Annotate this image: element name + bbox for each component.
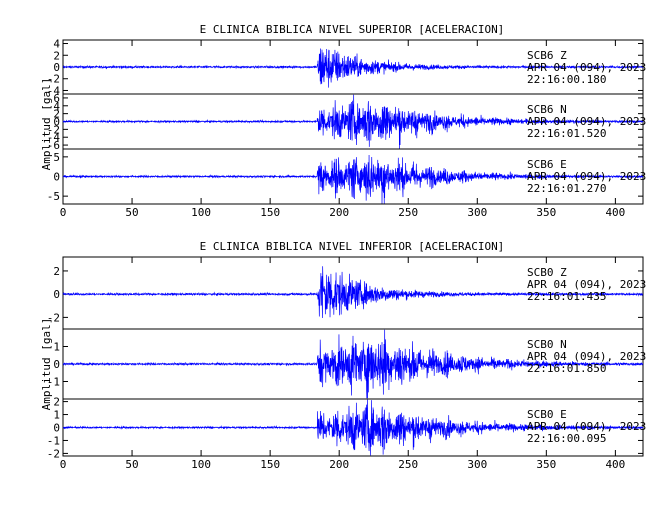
y-axis-label-lower: Amplitud [gal] xyxy=(40,318,53,411)
y-tick-label: -2 xyxy=(47,447,60,460)
station-label: SCB0 N xyxy=(527,338,567,351)
time-label: 22:16:00.180 xyxy=(527,73,606,86)
y-tick-label: -4 xyxy=(47,84,61,97)
waveform-scb0-n xyxy=(62,329,644,399)
y-tick-label: 0 xyxy=(53,358,60,371)
time-label: 22:16:01.435 xyxy=(527,290,606,303)
plot-frame xyxy=(62,256,644,457)
x-tick-label: 400 xyxy=(605,458,625,471)
y-tick-label: 6 xyxy=(53,92,60,105)
x-tick-label: 100 xyxy=(191,458,211,471)
waveform-scb6-e xyxy=(62,155,644,204)
y-tick-label: 2 xyxy=(53,49,60,62)
x-tick-label: 100 xyxy=(191,206,211,219)
waveform-scb6-n xyxy=(62,94,644,149)
station-label: SCB6 Z xyxy=(527,49,567,62)
y-tick-label: -2 xyxy=(47,311,60,324)
y-tick-label: -2 xyxy=(47,73,60,86)
x-tick-label: 150 xyxy=(260,206,280,219)
x-tick-label: 350 xyxy=(536,206,556,219)
x-tick-label: 350 xyxy=(536,458,556,471)
time-label: 22:16:00.095 xyxy=(527,432,606,445)
y-tick-label: 2 xyxy=(53,265,60,278)
x-tick-label: 200 xyxy=(329,458,349,471)
time-label: 22:16:01.850 xyxy=(527,362,606,375)
y-tick-label: 0 xyxy=(53,288,60,301)
panel-upper-level: E CLINICA BIBLICA NIVEL SUPERIOR [ACELER… xyxy=(40,23,646,219)
y-tick-label: 0 xyxy=(53,171,60,184)
y-tick-label: 4 xyxy=(53,38,60,51)
waveform-scb6-z xyxy=(62,48,644,88)
x-tick-label: 50 xyxy=(125,458,138,471)
y-axis-label-upper: Amplitud [gal] xyxy=(40,78,53,171)
y-tick-label: -2 xyxy=(47,123,60,136)
x-tick-label: 150 xyxy=(260,458,280,471)
station-label: SCB0 E xyxy=(527,408,567,421)
station-label: SCB0 Z xyxy=(527,266,567,279)
y-tick-label: -4 xyxy=(47,131,61,144)
y-tick-label: 4 xyxy=(53,100,60,113)
waveform-scb0-z xyxy=(62,266,644,319)
y-tick-label: -1 xyxy=(47,376,60,389)
x-tick-label: 0 xyxy=(60,206,67,219)
station-label: SCB6 E xyxy=(527,158,567,171)
time-label: 22:16:01.520 xyxy=(527,127,606,140)
x-tick-label: 250 xyxy=(398,206,418,219)
date-label: APR 04 (094), 2023 xyxy=(527,115,646,128)
y-tick-label: 5 xyxy=(53,151,60,164)
date-label: APR 04 (094), 2023 xyxy=(527,420,646,433)
y-tick-label: 0 xyxy=(53,116,60,129)
date-label: APR 04 (094), 2023 xyxy=(527,278,646,291)
date-label: APR 04 (094), 2023 xyxy=(527,170,646,183)
date-label: APR 04 (094), 2023 xyxy=(527,350,646,363)
y-tick-label: 0 xyxy=(53,61,60,74)
y-tick-label: -5 xyxy=(47,190,60,203)
y-tick-label: 1 xyxy=(53,341,60,354)
time-label: 22:16:01.270 xyxy=(527,182,606,195)
y-tick-label: 2 xyxy=(53,108,60,121)
x-tick-label: 0 xyxy=(60,458,67,471)
x-tick-label: 50 xyxy=(125,206,138,219)
x-tick-label: 300 xyxy=(467,458,487,471)
date-label: APR 04 (094), 2023 xyxy=(527,61,646,74)
panel-lower-level: E CLINICA BIBLICA NIVEL INFERIOR [ACELER… xyxy=(40,240,646,471)
station-label: SCB6 N xyxy=(527,103,567,116)
y-tick-label: 2 xyxy=(53,396,60,409)
x-tick-label: 300 xyxy=(467,206,487,219)
x-tick-label: 200 xyxy=(329,206,349,219)
panel-title-upper: E CLINICA BIBLICA NIVEL SUPERIOR [ACELER… xyxy=(200,23,505,36)
waveform-scb0-e xyxy=(62,399,644,456)
y-tick-label: 0 xyxy=(53,422,60,435)
y-tick-label: -6 xyxy=(47,139,60,152)
y-tick-label: 1 xyxy=(53,409,60,422)
panel-title-lower: E CLINICA BIBLICA NIVEL INFERIOR [ACELER… xyxy=(200,240,505,253)
y-tick-label: -1 xyxy=(47,434,60,447)
x-tick-label: 250 xyxy=(398,458,418,471)
x-tick-label: 400 xyxy=(605,206,625,219)
